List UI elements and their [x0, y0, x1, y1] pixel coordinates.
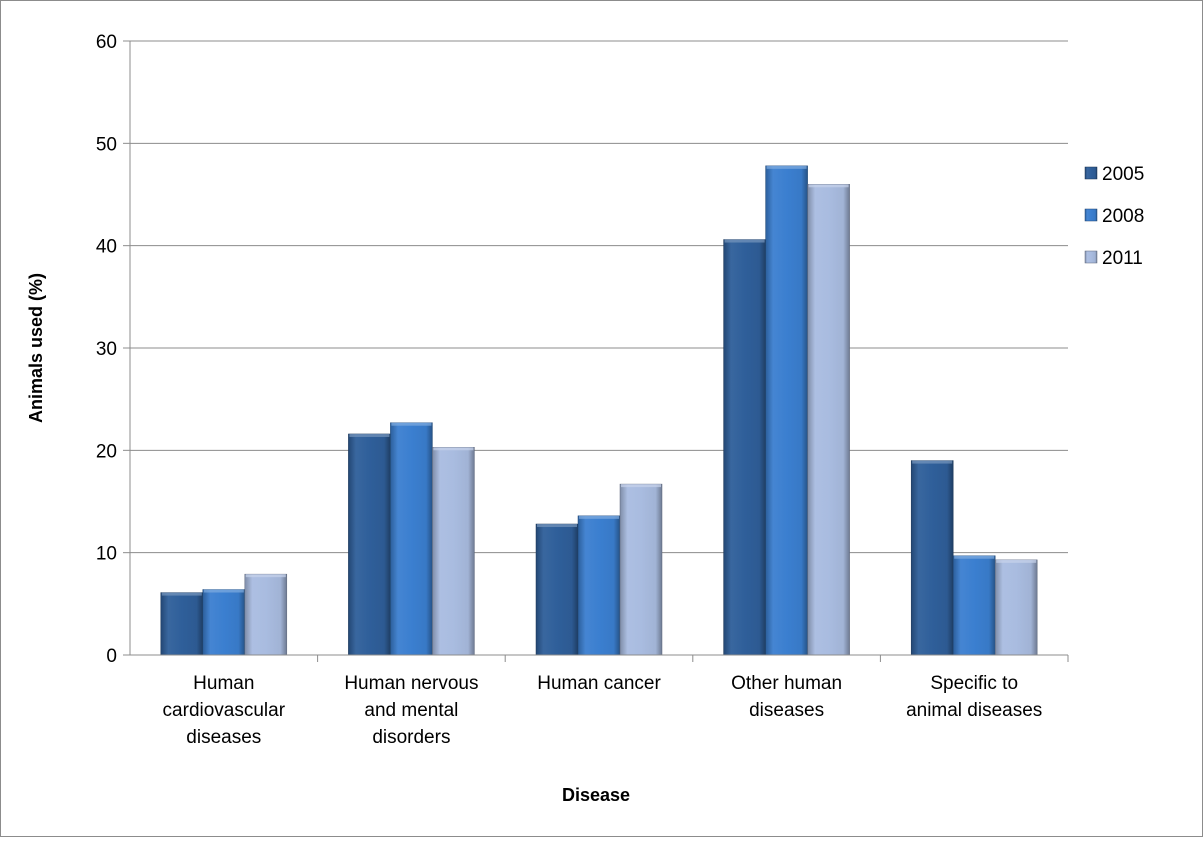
x-category-label: Human nervous and mental disorders — [344, 673, 478, 748]
bar-top-2005-4 — [912, 460, 953, 464]
legend-label-2011: 2011 — [1102, 248, 1143, 269]
y-tick-label: 50 — [96, 134, 117, 155]
bar-2011-2 — [619, 483, 663, 656]
x-category-label: Human cancer — [537, 673, 661, 694]
legend-label-2005: 2005 — [1102, 164, 1144, 185]
x-category-label-line: animal diseases — [906, 700, 1042, 721]
bar-top-2011-1 — [433, 447, 474, 451]
x-category-label: Human cardiovascular diseases — [163, 673, 286, 748]
axes: 0 10 20 30 40 50 60 Human cardiovascular diseases… — [96, 32, 1069, 748]
bar-top-2008-1 — [391, 422, 432, 426]
y-tick-label: 40 — [96, 237, 117, 258]
bar-2011-1 — [432, 447, 475, 656]
bar-2008-1 — [390, 422, 433, 656]
legend-swatch-2008 — [1084, 208, 1098, 222]
y-axis-title: Animals used (%) — [26, 273, 46, 423]
bar-2011-0 — [244, 573, 288, 656]
bar-2011-3 — [807, 184, 850, 656]
bar-top-2011-4 — [996, 559, 1037, 563]
bar-2008-3 — [765, 165, 808, 656]
x-category-label-line: diseases — [749, 700, 824, 721]
bar-2005-2 — [535, 523, 579, 656]
y-tick-label: 0 — [106, 646, 117, 667]
x-category-label: Other human diseases — [731, 673, 842, 721]
bar-2008-4 — [952, 555, 996, 656]
x-category-label-line: cardiovascular — [163, 700, 286, 721]
y-tick-label: 10 — [96, 544, 117, 565]
bar-2005-1 — [348, 433, 391, 656]
y-tick-label: 20 — [96, 441, 117, 462]
bar-top-2005-2 — [537, 524, 577, 528]
bars — [160, 165, 1038, 656]
bar-top-2005-3 — [724, 239, 765, 243]
bar-2008-2 — [577, 515, 621, 656]
x-category-label: Specific to animal diseases — [906, 673, 1042, 721]
bar-2005-0 — [160, 592, 204, 656]
bar-top-2005-0 — [161, 592, 202, 596]
legend-swatch-2005 — [1084, 166, 1098, 180]
bar-top-2008-2 — [579, 515, 619, 519]
y-tick-label: 30 — [96, 339, 117, 360]
bar-top-2011-3 — [808, 184, 849, 188]
y-tick-label: 60 — [96, 32, 117, 53]
x-category-label-line: diseases — [186, 727, 261, 748]
bar-2008-0 — [202, 589, 246, 656]
bar-2005-4 — [910, 460, 954, 656]
bar-2011-4 — [994, 559, 1038, 656]
x-category-label-line: Specific to — [930, 673, 1018, 694]
bar-top-2005-1 — [349, 433, 390, 437]
x-category-label-line: Other human — [731, 673, 842, 694]
bar-top-2008-3 — [766, 165, 807, 169]
x-category-label-line: and mental — [364, 700, 458, 721]
bar-top-2011-2 — [621, 484, 661, 488]
legend: 2005 2008 2011 — [1084, 164, 1144, 269]
x-axis-title: Disease — [562, 785, 630, 805]
x-category-label-line: Human nervous — [344, 673, 478, 694]
bar-2005-3 — [723, 239, 766, 656]
bar-top-2011-0 — [245, 574, 286, 578]
legend-swatch-2011 — [1084, 250, 1098, 264]
legend-label-2008: 2008 — [1102, 206, 1144, 227]
x-category-label-line: disorders — [372, 727, 450, 748]
bar-top-2008-4 — [954, 555, 995, 559]
x-category-label-line: Human — [193, 673, 254, 694]
bar-top-2008-0 — [203, 589, 244, 593]
x-category-label-line: Human cancer — [537, 673, 661, 694]
